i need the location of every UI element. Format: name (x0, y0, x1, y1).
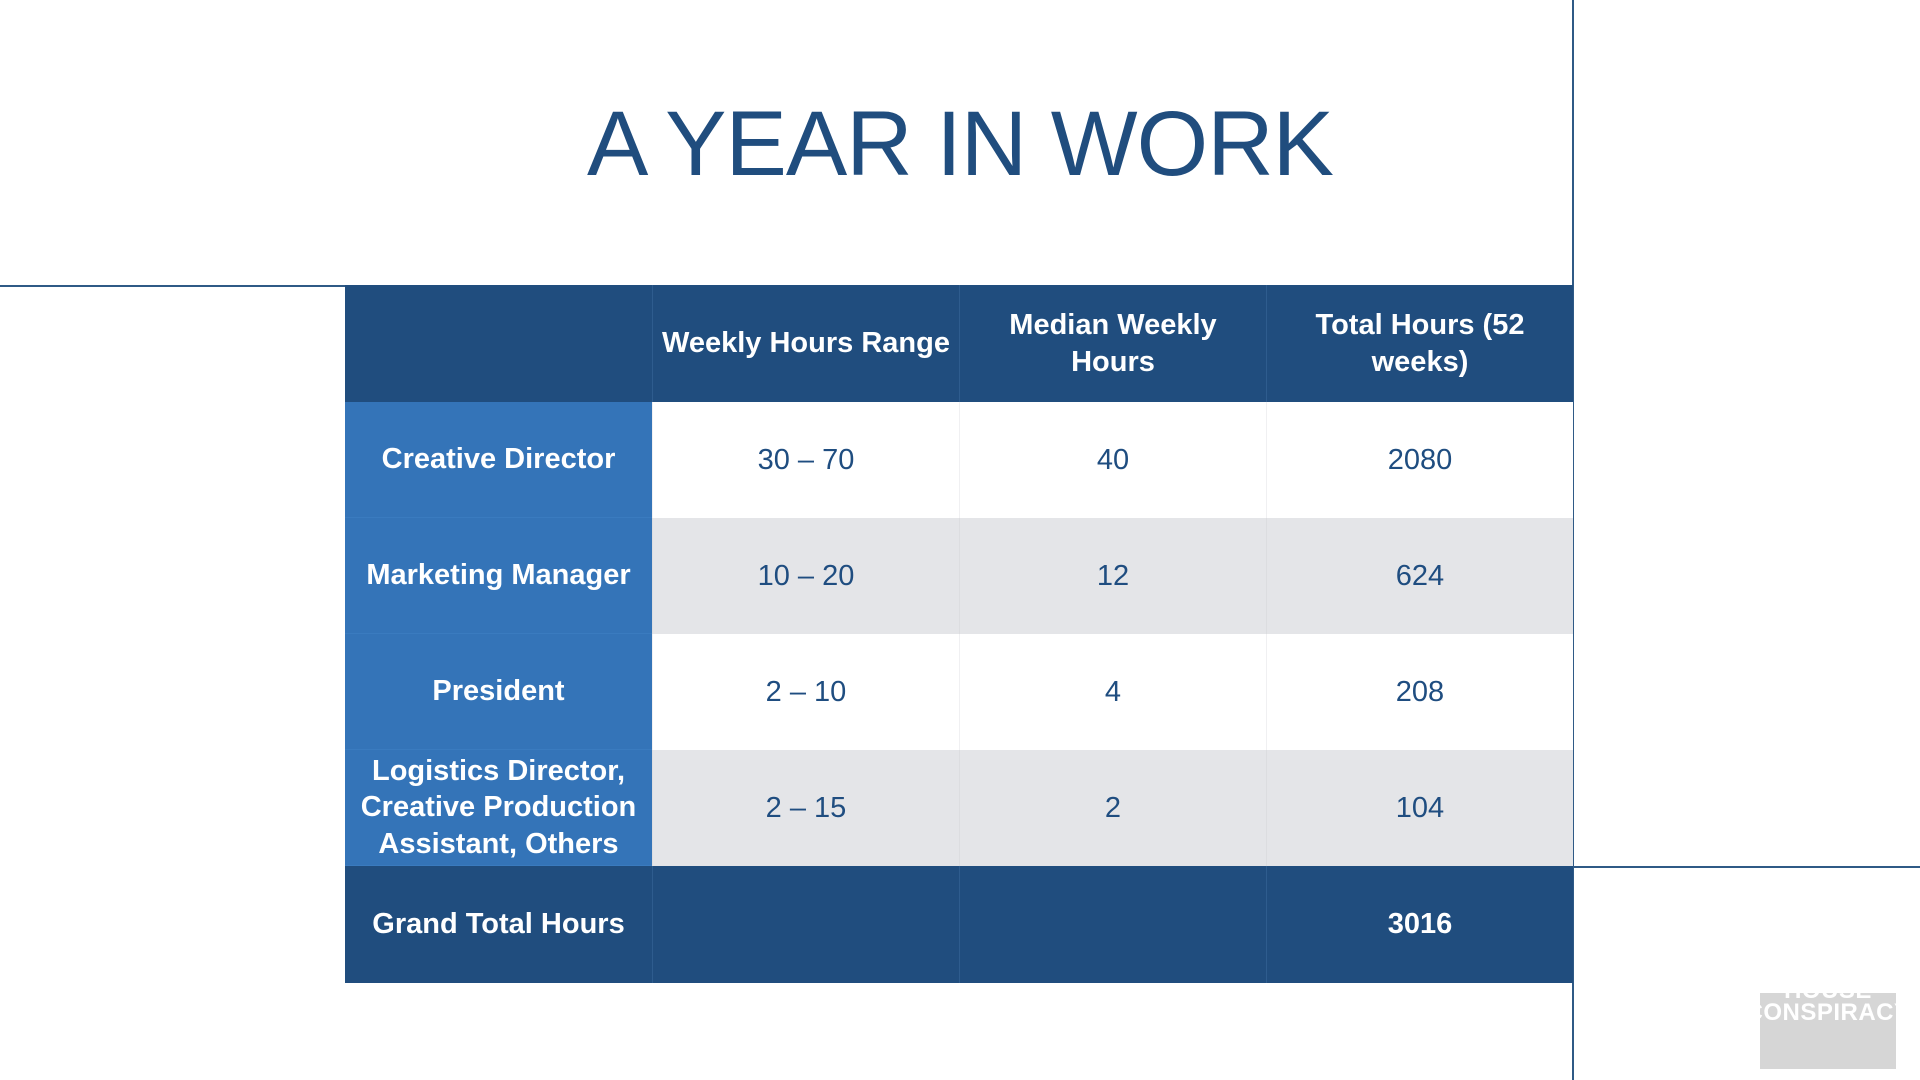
cell-total: 2080 (1266, 402, 1573, 518)
header-total-hours: Total Hours (52 weeks) (1266, 285, 1573, 402)
cell-median: 4 (959, 634, 1266, 750)
header-weekly-hours-range: Weekly Hours Range (652, 285, 959, 402)
logo-box (1760, 993, 1896, 1069)
horizontal-rule-right (1572, 866, 1920, 868)
header-median-weekly-hours: Median Weekly Hours (959, 285, 1266, 402)
cell-total: 624 (1266, 518, 1573, 634)
logo-line-1: HOUSE (1784, 977, 1872, 1004)
header-cell-empty (345, 285, 652, 402)
grand-total-value: 3016 (1266, 866, 1573, 983)
horizontal-rule-left (0, 285, 345, 287)
cell-range: 2 – 10 (652, 634, 959, 750)
cell-range: 30 – 70 (652, 402, 959, 518)
cell-median: 40 (959, 402, 1266, 518)
grand-total-label: Grand Total Hours (345, 866, 652, 983)
row-header-marketing-manager: Marketing Manager (345, 518, 652, 634)
row-header-creative-director: Creative Director (345, 402, 652, 518)
cell-range: 2 – 15 (652, 750, 959, 866)
row-header-president: President (345, 634, 652, 750)
house-conspiracy-logo: HOUSE CONSPIRACY (1740, 977, 1916, 1026)
grand-total-range (652, 866, 959, 983)
hours-table: Weekly Hours Range Median Weekly Hours T… (345, 285, 1573, 983)
cell-median: 2 (959, 750, 1266, 866)
cell-total: 208 (1266, 634, 1573, 750)
logo-line-2: CONSPIRACY (1745, 998, 1911, 1026)
slide-title: A YEAR IN WORK (586, 93, 1334, 195)
cell-median: 12 (959, 518, 1266, 634)
grand-total-median (959, 866, 1266, 983)
row-header-logistics-director-others: Logistics Director, Creative Production … (345, 750, 652, 866)
cell-total: 104 (1266, 750, 1573, 866)
vertical-rule (1572, 0, 1574, 1080)
cell-range: 10 – 20 (652, 518, 959, 634)
